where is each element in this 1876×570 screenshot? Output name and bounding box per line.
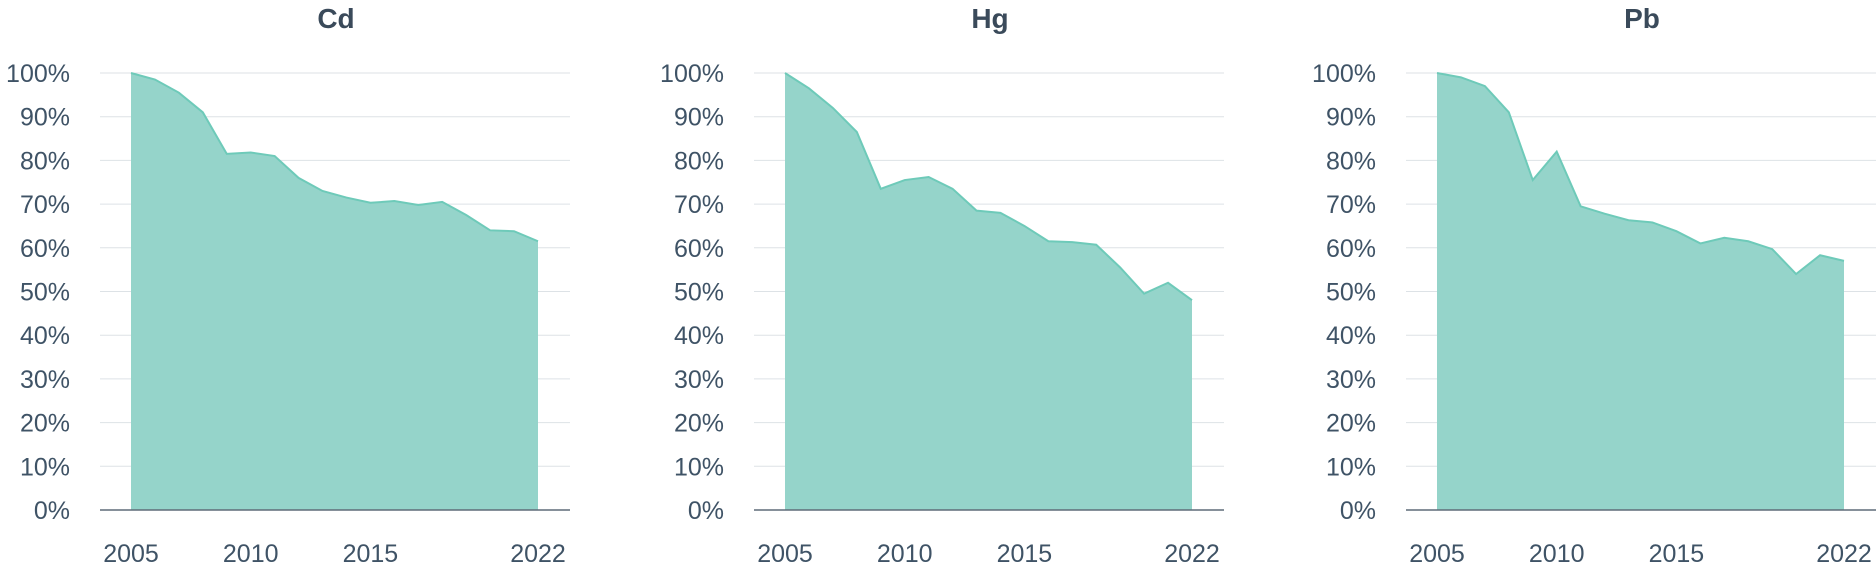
y-tick-label: 20% (1326, 410, 1376, 438)
y-tick-label: 30% (20, 366, 70, 394)
y-tick-label: 30% (674, 366, 724, 394)
y-tick-label: 90% (20, 104, 70, 132)
chart-title: Pb (1624, 3, 1660, 34)
x-tick-label: 2022 (510, 540, 566, 568)
y-tick-label: 60% (20, 235, 70, 263)
y-tick-label: 20% (20, 410, 70, 438)
y-tick-label: 70% (1326, 191, 1376, 219)
y-tick-label: 60% (674, 235, 724, 263)
y-tick-label: 80% (1326, 147, 1376, 175)
chart-title: Cd (317, 3, 354, 34)
area-fill (131, 73, 538, 510)
y-tick-label: 70% (20, 191, 70, 219)
area-fill (785, 73, 1192, 510)
y-tick-label: 100% (6, 60, 70, 88)
cd-chart: Cd 0% 10% 20% 30% 40% 50% 60% 70% 80% 90% 100% 2005 2… (6, 3, 570, 568)
area-fill (1437, 73, 1844, 510)
y-tick-label: 50% (674, 279, 724, 307)
y-tick-label: 20% (674, 410, 724, 438)
x-tick-label: 2005 (757, 540, 813, 568)
x-tick-label: 2010 (223, 540, 279, 568)
y-tick-label: 0% (34, 497, 70, 525)
y-tick-label: 40% (20, 322, 70, 350)
pb-chart: Pb 0% 10% 20% 30% 40% 50% 60% 70% 80% 90% 100% 2005 2… (1312, 3, 1876, 568)
y-tick-label: 0% (1340, 497, 1376, 525)
y-tick-label: 30% (1326, 366, 1376, 394)
y-tick-label: 80% (674, 147, 724, 175)
hg-chart: Hg 0% 10% 20% 30% 40% 50% 60% 70% 80% 90% 100% 2005 2… (660, 3, 1224, 568)
x-tick-label: 2005 (103, 540, 159, 568)
area-line (130, 72, 539, 243)
x-tick-label: 2010 (877, 540, 933, 568)
x-tick-label: 2015 (343, 540, 399, 568)
y-tick-label: 0% (688, 497, 724, 525)
y-tick-label: 100% (660, 60, 724, 88)
y-tick-label: 100% (1312, 60, 1376, 88)
y-tick-label: 50% (20, 279, 70, 307)
x-tick-label: 2015 (1649, 540, 1705, 568)
area-line (784, 72, 1193, 302)
area-line (1436, 72, 1845, 276)
y-tick-label: 60% (1326, 235, 1376, 263)
y-tick-label: 70% (674, 191, 724, 219)
y-tick-label: 40% (1326, 322, 1376, 350)
y-tick-label: 10% (674, 453, 724, 481)
y-tick-label: 80% (20, 147, 70, 175)
y-tick-label: 90% (674, 104, 724, 132)
y-tick-label: 40% (674, 322, 724, 350)
chart-title: Hg (971, 3, 1008, 34)
y-tick-label: 50% (1326, 279, 1376, 307)
x-tick-label: 2022 (1816, 540, 1872, 568)
x-tick-label: 2005 (1409, 540, 1465, 568)
y-tick-label: 10% (1326, 453, 1376, 481)
x-tick-label: 2022 (1164, 540, 1220, 568)
x-tick-label: 2015 (997, 540, 1053, 568)
y-tick-label: 10% (20, 453, 70, 481)
y-tick-label: 90% (1326, 104, 1376, 132)
x-tick-label: 2010 (1529, 540, 1585, 568)
